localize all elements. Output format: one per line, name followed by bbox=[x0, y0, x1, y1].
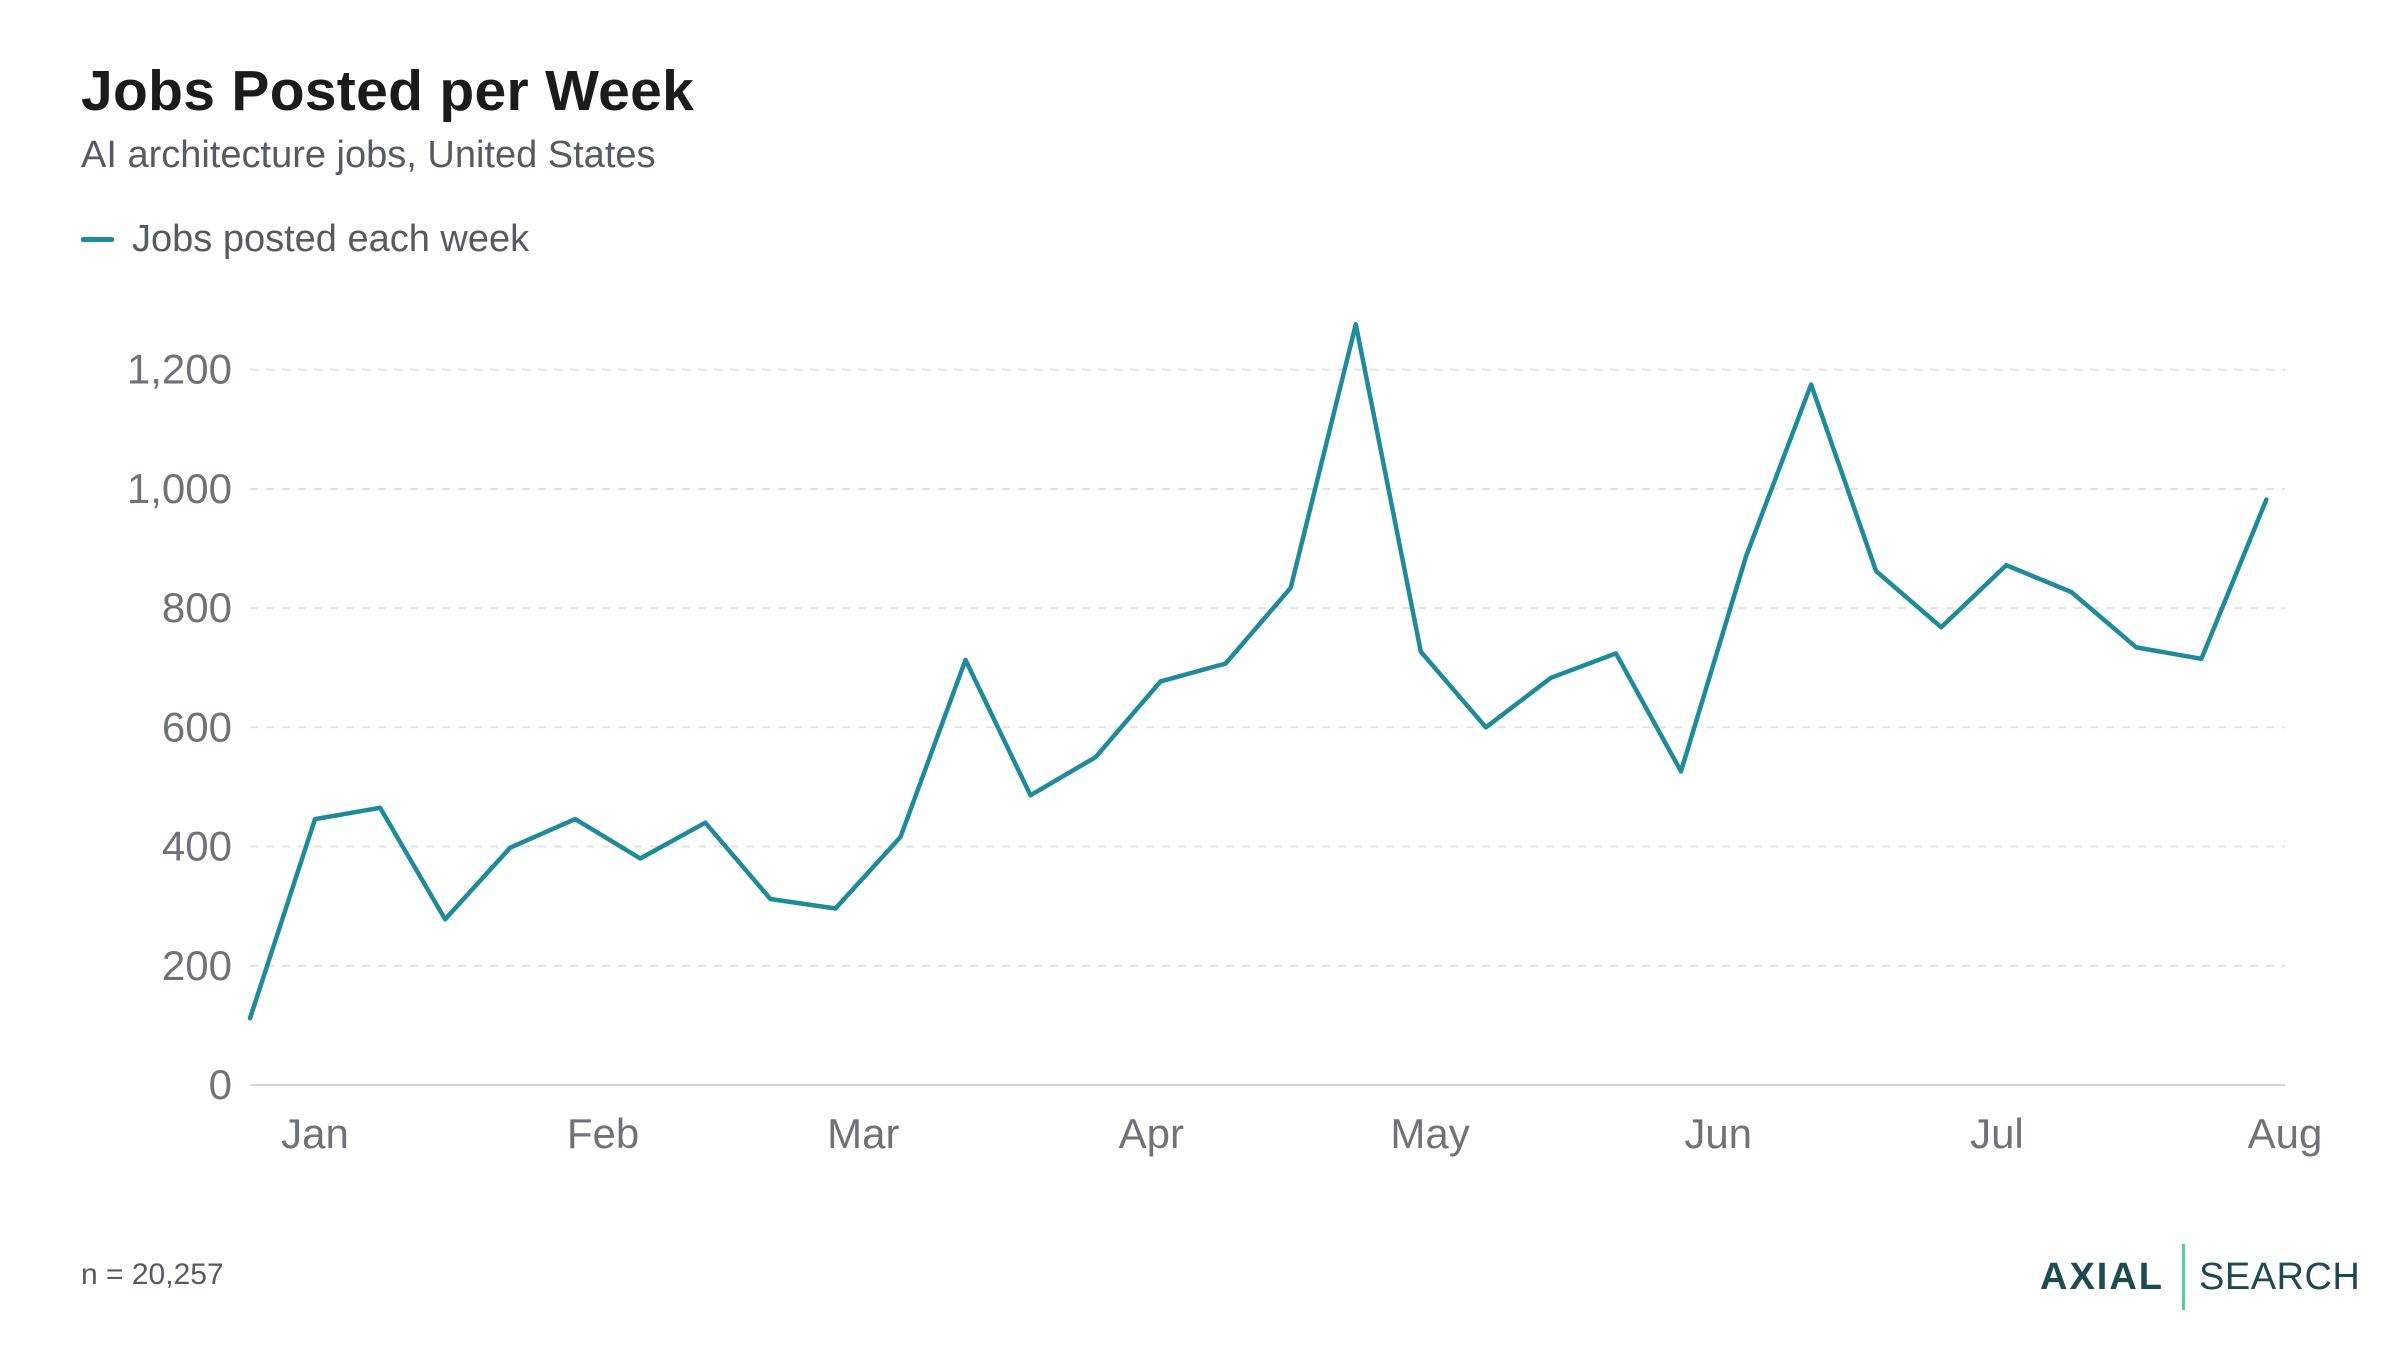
legend-label: Jobs posted each week bbox=[132, 218, 530, 260]
chart-subtitle: AI architecture jobs, United States bbox=[81, 134, 656, 176]
y-tick-label: 600 bbox=[162, 703, 232, 750]
x-tick-label: Jan bbox=[281, 1110, 349, 1157]
x-axis-ticks: Jan Feb Mar Apr May Jun Jul Aug bbox=[281, 1110, 2322, 1157]
gridlines bbox=[250, 368, 2285, 967]
x-tick-label: Aug bbox=[2248, 1110, 2323, 1157]
series-layer bbox=[247, 322, 2269, 1021]
chart-title: Jobs Posted per Week bbox=[81, 59, 695, 123]
y-tick-label: 1,200 bbox=[127, 346, 232, 393]
series-line bbox=[247, 322, 2269, 1021]
y-tick-label: 1,000 bbox=[127, 465, 232, 512]
x-tick-label: Jul bbox=[1970, 1110, 2024, 1157]
x-tick-label: Mar bbox=[827, 1110, 899, 1157]
logo-word-axial: AXIAL bbox=[2040, 1255, 2164, 1298]
y-axis-ticks: 0 200 400 600 800 1,000 1,200 bbox=[127, 346, 232, 1108]
y-tick-label: 200 bbox=[162, 942, 232, 989]
y-tick-label: 400 bbox=[162, 823, 232, 870]
logo-divider bbox=[2182, 1244, 2185, 1310]
legend-swatch bbox=[81, 237, 114, 242]
x-tick-label: Feb bbox=[567, 1110, 639, 1157]
x-tick-label: May bbox=[1390, 1110, 1469, 1157]
y-tick-label: 0 bbox=[209, 1061, 232, 1108]
logo-word-search: SEARCH bbox=[2199, 1255, 2361, 1298]
x-tick-label: Jun bbox=[1684, 1110, 1752, 1157]
legend: Jobs posted each week bbox=[81, 218, 529, 261]
x-tick-label: Apr bbox=[1119, 1110, 1184, 1157]
sample-size-note: n = 20,257 bbox=[81, 1258, 224, 1291]
y-tick-label: 800 bbox=[162, 584, 232, 631]
brand-logo: AXIAL SEARCH bbox=[2040, 1242, 2360, 1312]
